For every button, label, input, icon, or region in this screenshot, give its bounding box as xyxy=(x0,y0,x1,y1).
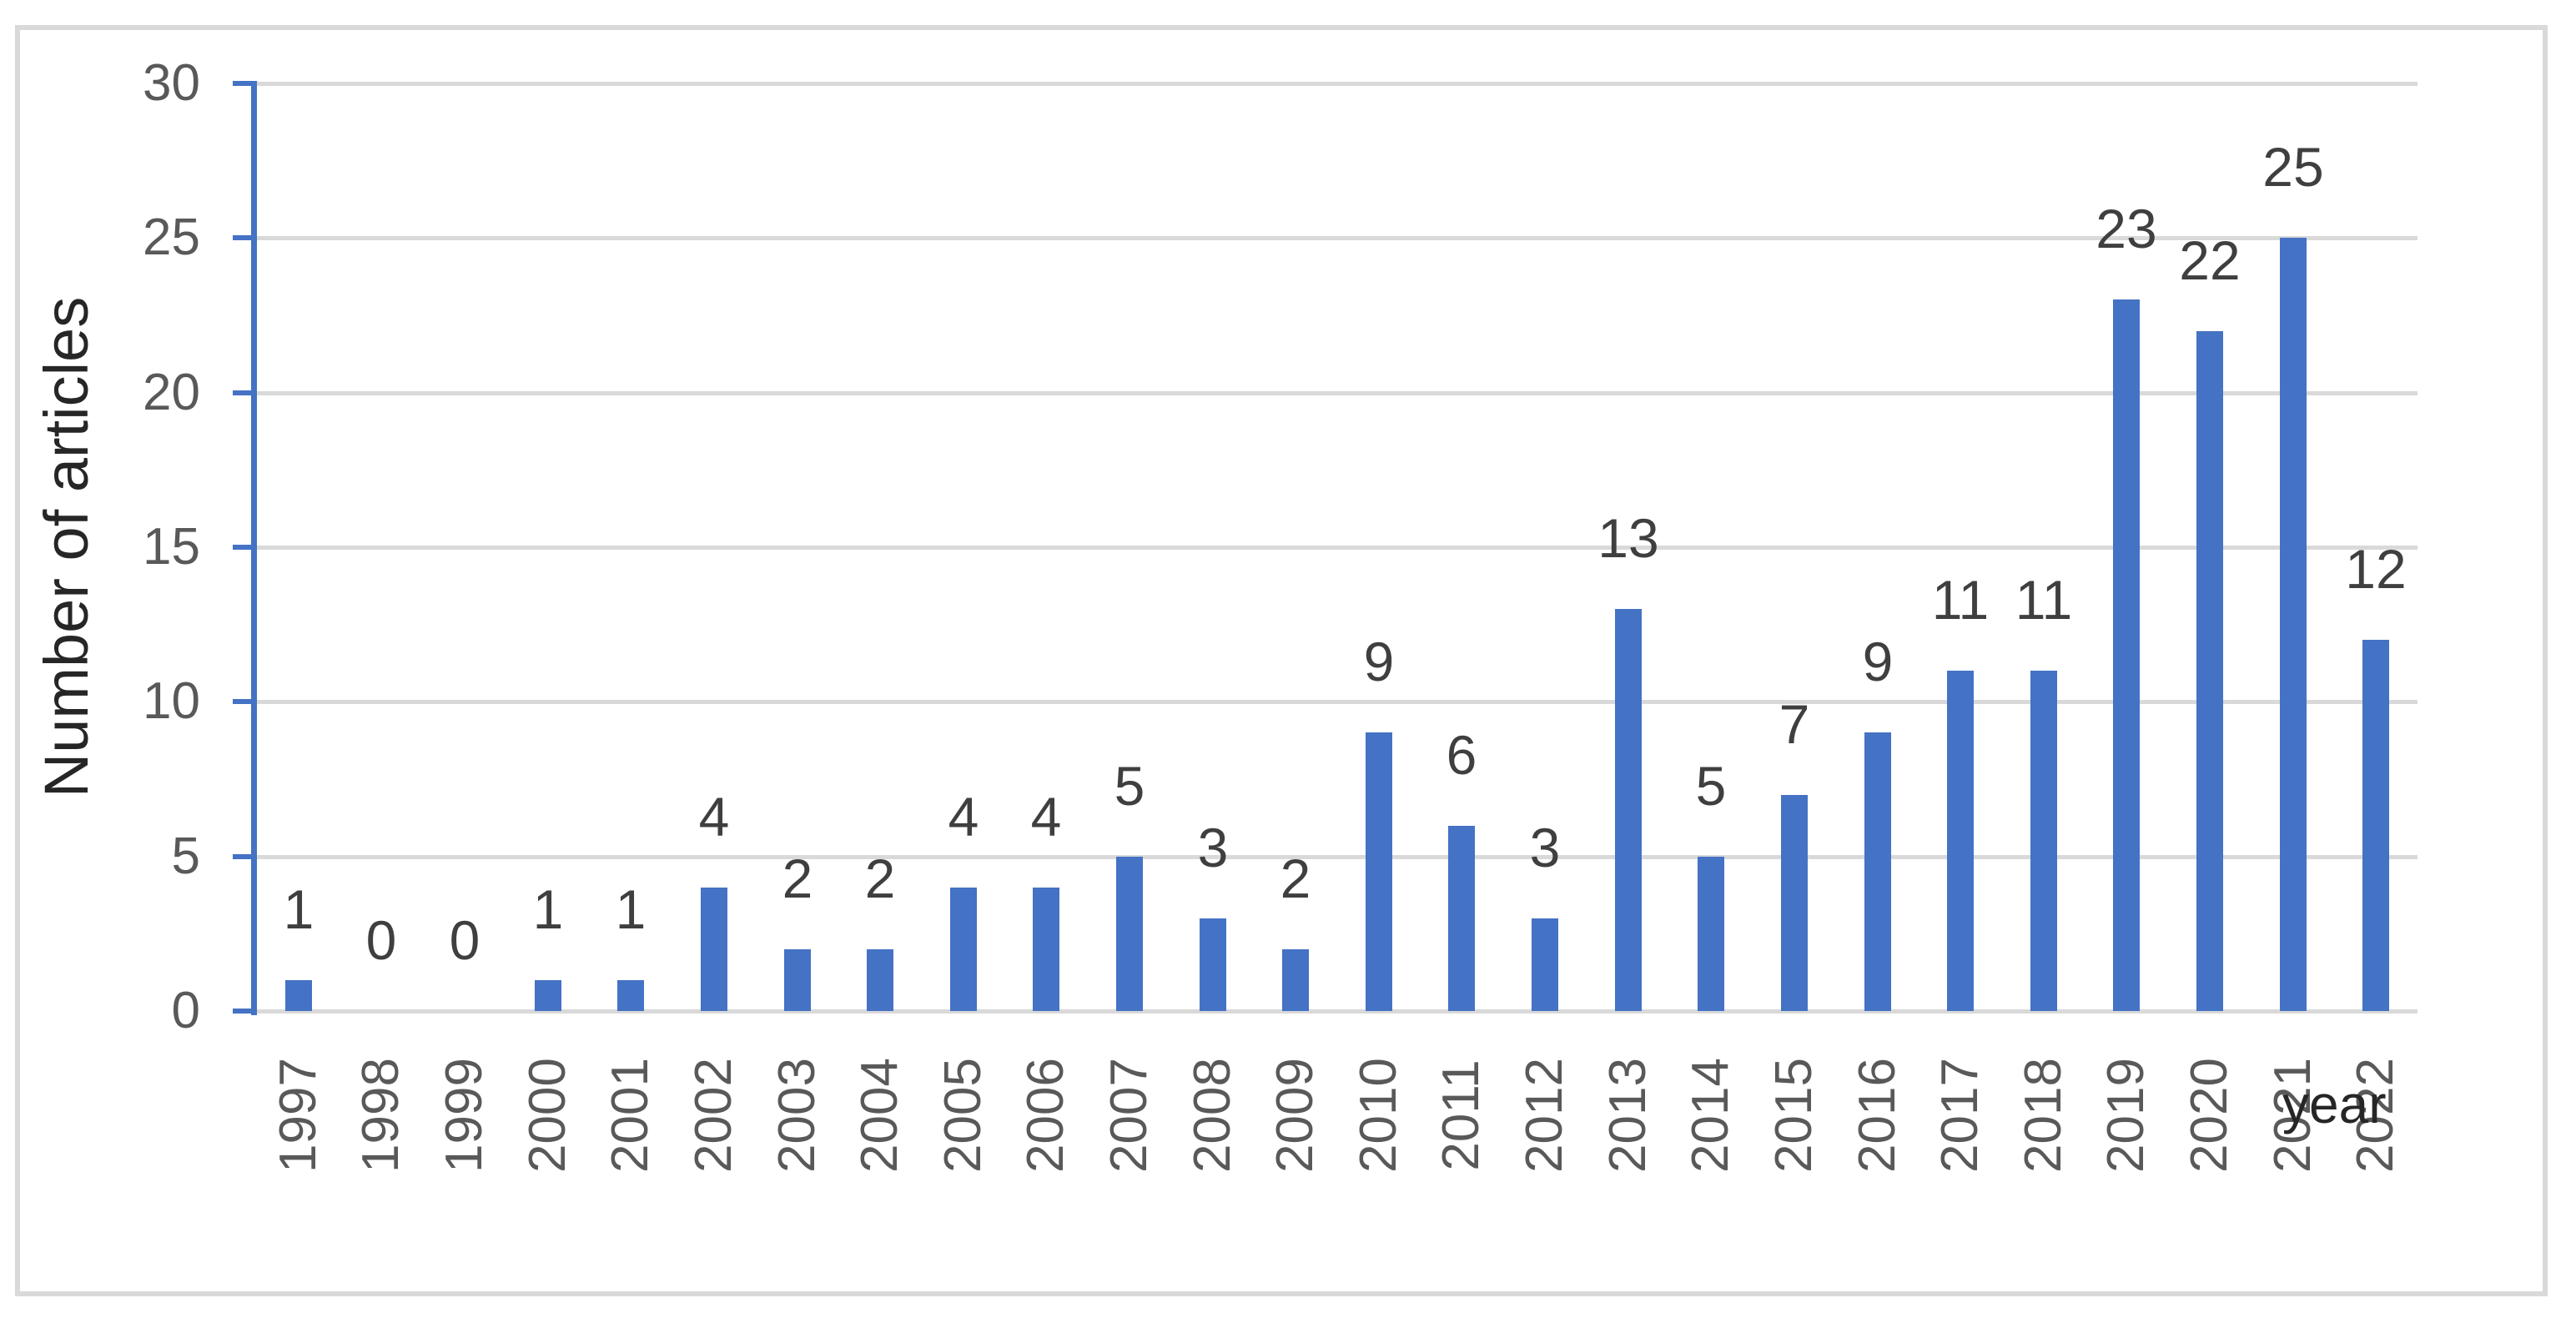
bar-data-label: 1 xyxy=(532,878,564,940)
gridline xyxy=(257,700,2418,704)
y-axis-line xyxy=(251,81,257,1015)
x-tick-label-text: 2009 xyxy=(1266,1058,1324,1173)
x-tick-label-text: 2007 xyxy=(1100,1058,1158,1173)
x-tick-label-text: 1997 xyxy=(269,1058,327,1173)
bar xyxy=(1282,949,1309,1011)
bar-data-label: 22 xyxy=(2179,229,2241,291)
y-axis-title-text: Number of articles xyxy=(32,296,101,798)
bar-data-label: 4 xyxy=(698,786,730,848)
bar-data-label: 11 xyxy=(2015,569,2073,631)
bar-data-label: 1 xyxy=(283,878,314,940)
y-tick-label: 20 xyxy=(143,364,200,421)
x-tick-label-text: 2013 xyxy=(1599,1058,1657,1173)
y-tick-label: 10 xyxy=(143,672,200,730)
bar-data-label: 2 xyxy=(1280,848,1311,909)
y-axis-tick xyxy=(233,1009,251,1014)
y-tick-label: 0 xyxy=(171,982,200,1039)
bar-data-label: 3 xyxy=(1529,817,1561,878)
bar xyxy=(1033,888,1059,1011)
bar xyxy=(1864,732,1891,1011)
y-axis-tick xyxy=(233,699,251,704)
y-tick-label: 25 xyxy=(143,209,200,266)
y-tick-label: 15 xyxy=(143,518,200,576)
bar xyxy=(1698,857,1724,1011)
x-tick-label-text: 2012 xyxy=(1516,1058,1573,1173)
bar xyxy=(1200,918,1226,1011)
x-tick-label-text: 2016 xyxy=(1849,1058,1906,1173)
x-tick-label-text: 2004 xyxy=(851,1058,908,1173)
y-axis-tick xyxy=(233,235,251,240)
bar-data-label: 9 xyxy=(1862,631,1894,692)
bar xyxy=(2280,238,2307,1011)
gridline xyxy=(257,236,2418,240)
bar xyxy=(1947,671,1974,1011)
bar-data-label: 13 xyxy=(1597,507,1659,569)
bar xyxy=(1366,732,1392,1011)
bar xyxy=(867,949,893,1011)
x-tick-label-text: 2014 xyxy=(1682,1058,1739,1173)
x-tick-label-text: 2006 xyxy=(1017,1058,1074,1173)
x-tick-label-text: 2003 xyxy=(768,1058,826,1173)
bar xyxy=(2030,671,2057,1011)
bar-data-label: 2 xyxy=(864,848,896,909)
bar xyxy=(617,980,644,1011)
y-axis-tick xyxy=(233,81,251,86)
bar xyxy=(2113,299,2140,1011)
bar xyxy=(535,980,561,1011)
gridline xyxy=(257,855,2418,859)
y-axis-tick xyxy=(233,390,251,395)
bar-data-label: 9 xyxy=(1363,631,1395,692)
x-tick-label-text: 2005 xyxy=(934,1058,992,1173)
x-tick-label-text: 2002 xyxy=(685,1058,742,1173)
bar-data-label: 6 xyxy=(1446,724,1477,786)
bar-data-label: 25 xyxy=(2262,136,2324,198)
gridline xyxy=(257,546,2418,550)
y-tick-label: 30 xyxy=(143,54,200,112)
bar xyxy=(1116,857,1143,1011)
bar-data-label: 4 xyxy=(948,786,979,848)
x-tick-label-text: 2019 xyxy=(2097,1058,2155,1173)
gridline xyxy=(257,82,2418,86)
bar xyxy=(2362,640,2389,1011)
x-tick-label-text: 2020 xyxy=(2181,1058,2238,1173)
bar-data-label: 2 xyxy=(782,848,813,909)
bar-data-label: 1 xyxy=(615,878,647,940)
bar xyxy=(1448,826,1475,1011)
bar xyxy=(285,980,312,1011)
bar-data-label: 3 xyxy=(1197,817,1229,878)
x-axis-title: year xyxy=(2282,1074,2387,1134)
x-tick-label-text: 2010 xyxy=(1350,1058,1407,1173)
x-tick-label-text: 2008 xyxy=(1184,1058,1241,1173)
y-axis-tick xyxy=(233,854,251,859)
x-tick-label-text: 2018 xyxy=(2015,1058,2072,1173)
y-axis-tick xyxy=(233,545,251,550)
x-tick-label-text: 1998 xyxy=(352,1058,410,1173)
gridline xyxy=(257,391,2418,395)
bar-data-label: 5 xyxy=(1114,755,1145,817)
bar-data-label: 0 xyxy=(449,909,480,971)
x-axis-baseline xyxy=(257,1009,2418,1014)
bar-data-label: 11 xyxy=(1931,569,1990,631)
bar xyxy=(1615,609,1642,1011)
bar-data-label: 0 xyxy=(365,909,397,971)
x-tick-label-text: 2015 xyxy=(1765,1058,1823,1173)
bar xyxy=(1532,918,1558,1011)
x-tick-label-text: 2011 xyxy=(1432,1059,1490,1171)
x-tick-label-text: 1999 xyxy=(435,1058,493,1173)
bar xyxy=(784,949,811,1011)
bar-data-label: 7 xyxy=(1779,693,1810,755)
bar-data-label: 5 xyxy=(1695,755,1727,817)
bar-data-label: 23 xyxy=(2096,198,2157,259)
bar xyxy=(701,888,727,1011)
bar-data-label: 12 xyxy=(2345,538,2407,600)
bar xyxy=(1781,795,1808,1011)
bar xyxy=(950,888,977,1011)
x-tick-label-text: 2017 xyxy=(1931,1058,1989,1173)
x-tick-label-text: 2001 xyxy=(601,1058,659,1173)
bar-data-label: 4 xyxy=(1030,786,1062,848)
x-tick-label-text: 2000 xyxy=(519,1058,576,1173)
bar xyxy=(2196,331,2223,1011)
y-tick-label: 5 xyxy=(171,828,200,885)
